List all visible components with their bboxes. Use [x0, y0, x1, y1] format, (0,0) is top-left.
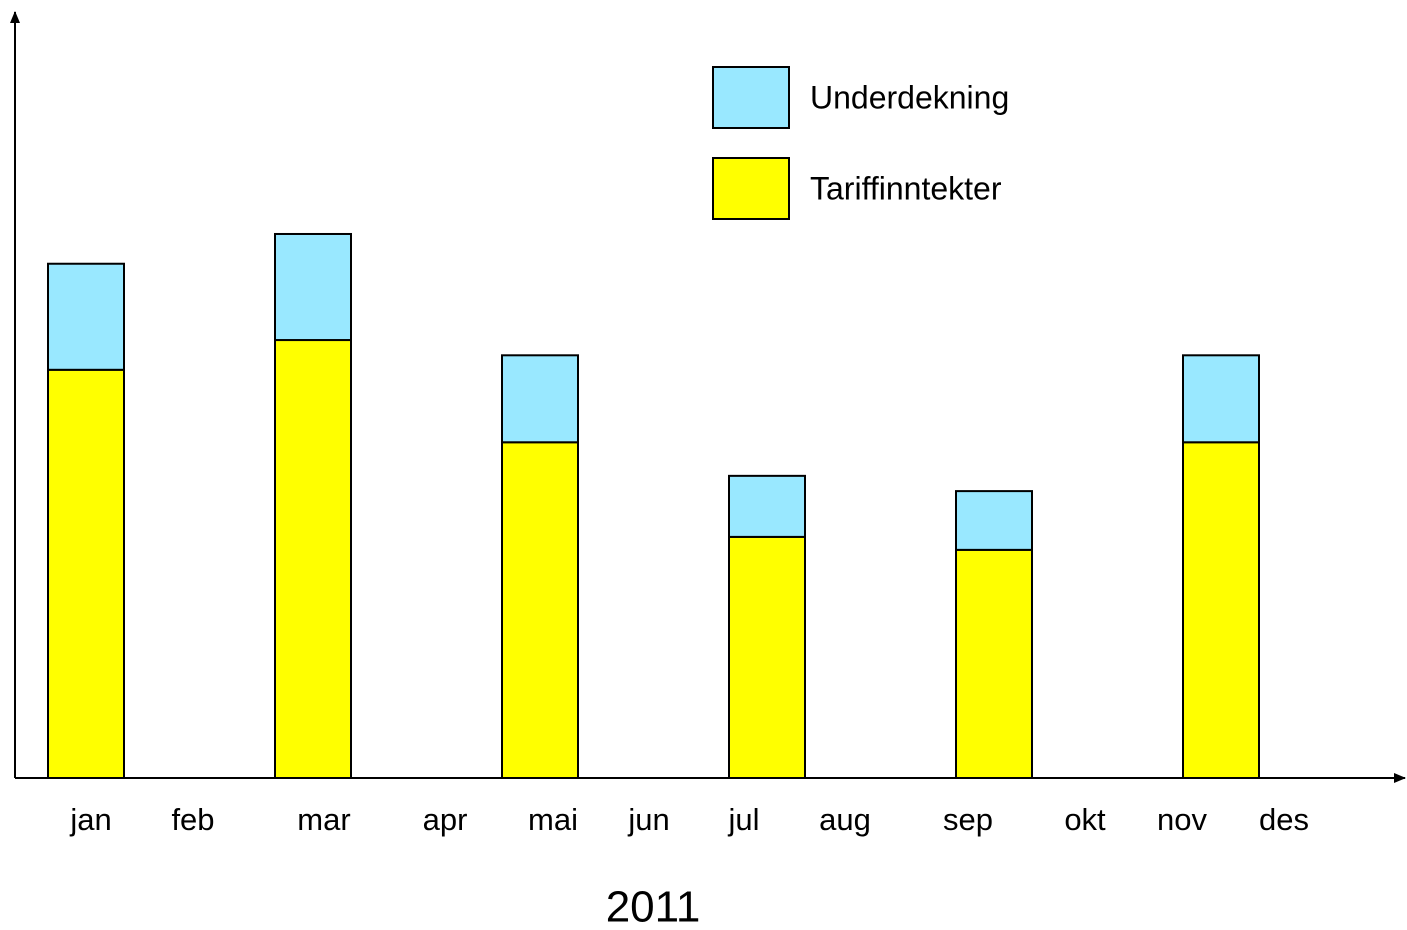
legend-label: Tariffinntekter — [810, 170, 1002, 206]
bar-segment — [955, 490, 1033, 551]
bar-segment — [728, 535, 806, 780]
x-tick-label: aug — [819, 802, 871, 837]
x-tick-label: jun — [627, 802, 669, 837]
bar-segment — [1182, 354, 1260, 444]
bar-segment — [955, 548, 1033, 779]
x-tick-label: nov — [1157, 802, 1207, 837]
x-tick-label: des — [1259, 802, 1309, 837]
x-axis-label: 2011 — [606, 883, 701, 930]
bar-segment — [501, 354, 579, 444]
bar-segment — [274, 339, 352, 779]
x-tick-label: jan — [69, 802, 111, 837]
bar-segment — [728, 474, 806, 538]
bar-segment — [274, 232, 352, 342]
bar-segment — [501, 441, 579, 779]
legend-label: Underdekning — [810, 79, 1009, 115]
legend-swatch — [712, 66, 790, 129]
x-tick-label: sep — [943, 802, 993, 837]
x-tick-label: feb — [171, 802, 214, 837]
x-tick-label: apr — [423, 802, 468, 837]
x-tick-label: okt — [1064, 802, 1106, 837]
bar-segment — [47, 368, 125, 779]
legend-swatch — [712, 157, 790, 220]
x-tick-label: mai — [528, 802, 578, 837]
x-tick-label: jul — [727, 802, 759, 837]
bar-segment — [1182, 441, 1260, 779]
x-tick-label: mar — [297, 802, 350, 837]
bar-segment — [47, 262, 125, 371]
